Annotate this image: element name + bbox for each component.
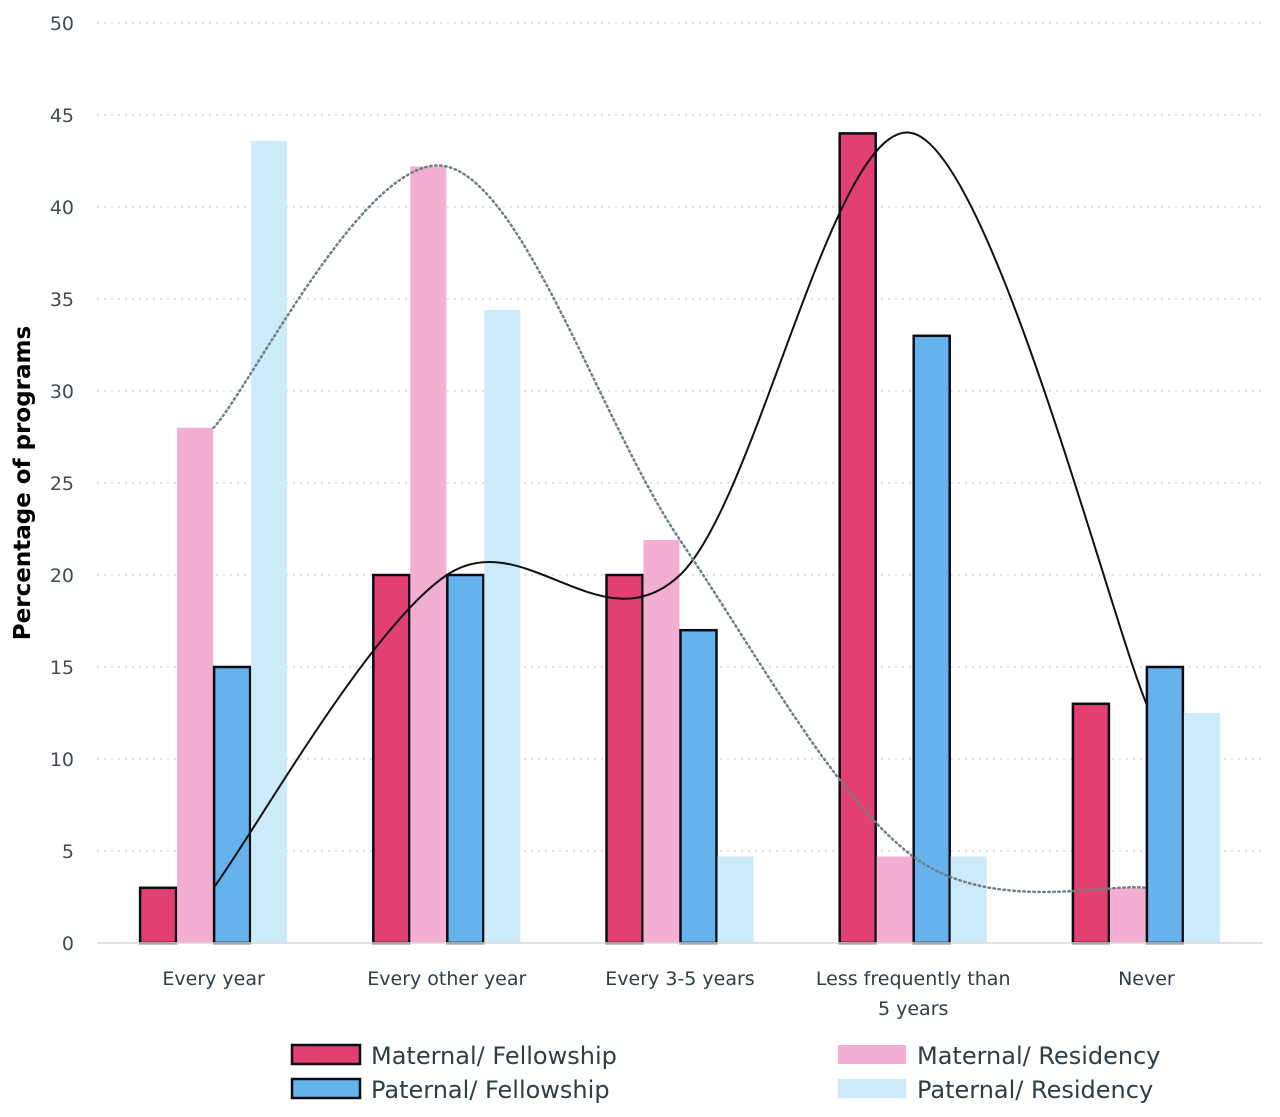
y-tick-label: 15 [50,657,74,679]
bar-paternal-fellowship [446,573,485,945]
legend-label: Maternal/ Fellowship [371,1042,617,1070]
category-label: Every other year [367,968,526,990]
bar-maternal-residency [177,427,214,943]
y-tick-label: 30 [50,381,74,403]
trendline-maternal-residency [212,164,1148,894]
bar-maternal-residency [1109,887,1146,943]
trendlines [212,131,1148,894]
bar-paternal-residency [950,856,987,943]
y-axis-label: Percentage of programs [10,326,36,640]
y-tick-label: 40 [50,197,74,219]
trendline-maternal-fellowship [212,131,1148,889]
bar-maternal-residency [643,540,680,943]
y-tick-label: 20 [50,565,74,587]
bar-paternal-residency [484,310,521,943]
category-label: Every 3-5 years [605,968,754,990]
bars [138,132,1220,945]
bar-paternal-residency [251,140,288,943]
category-label: Every year [162,968,265,990]
legend-item: Maternal/ Residency [838,1042,1160,1070]
legend-swatch [290,1077,362,1100]
bar-maternal-residency [410,166,447,943]
y-tick-label: 25 [50,473,74,495]
bar-maternal-fellowship [1071,702,1111,945]
y-tick-label: 45 [50,105,74,127]
y-axis-ticks: 0 5 10 15 20 25 30 35 40 45 50 [50,13,74,955]
bar-maternal-residency [876,856,913,943]
y-tick-label: 0 [62,933,74,955]
y-tick-label: 5 [62,841,74,863]
category-label: 5 years [878,998,948,1020]
bar-paternal-fellowship [679,628,718,945]
y-tick-label: 35 [50,289,74,311]
category-label: Never [1118,968,1175,990]
bar-maternal-fellowship [372,573,411,945]
legend-item: Paternal/ Fellowship [290,1076,610,1104]
legend-item: Maternal/ Fellowship [290,1042,617,1070]
legend-label: Paternal/ Residency [917,1076,1153,1104]
bar-maternal-fellowship [838,132,877,945]
category-label: Less frequently than [816,968,1011,990]
y-tick-label: 10 [50,749,74,771]
legend-label: Paternal/ Fellowship [371,1076,610,1104]
bar-maternal-fellowship [605,573,644,945]
legend-swatch [838,1079,906,1098]
legend-swatch [290,1043,362,1066]
bar-paternal-residency [1183,713,1220,943]
bar-paternal-fellowship [212,665,252,945]
category-labels: Every year Every other year Every 3-5 year… [162,968,1175,1020]
bar-paternal-residency [717,856,754,943]
bar-paternal-fellowship [912,334,951,945]
legend: Maternal/ Fellowship Maternal/ Residency P… [290,1042,1160,1104]
bar-maternal-fellowship [138,886,178,945]
legend-label: Maternal/ Residency [917,1042,1160,1070]
y-tick-label: 50 [50,13,74,35]
bar-paternal-fellowship [1145,665,1185,945]
legend-swatch [838,1045,906,1064]
legend-item: Paternal/ Residency [838,1076,1153,1104]
